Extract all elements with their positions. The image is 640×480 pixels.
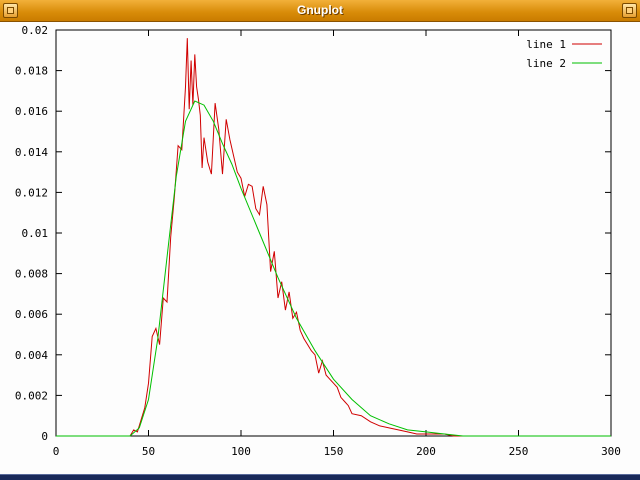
taskbar [0, 474, 640, 480]
y-tick-label: 0.01 [22, 227, 49, 240]
x-axis: 0 50 100 150 200 250 300 [53, 30, 621, 458]
x-tick-label: 0 [53, 445, 60, 458]
y-tick-label: 0.006 [15, 308, 48, 321]
window-titlebar[interactable]: Gnuplot [0, 0, 640, 22]
y-tick-label: 0.02 [22, 24, 49, 37]
legend-label-1: line 1 [526, 38, 566, 51]
legend: line 1 line 2 [526, 38, 602, 70]
y-tick-label: 0.008 [15, 268, 48, 281]
window-title: Gnuplot [297, 3, 343, 17]
x-tick-label: 200 [416, 445, 436, 458]
x-tick-label: 150 [324, 445, 344, 458]
x-tick-label: 50 [142, 445, 155, 458]
y-tick-label: 0.012 [15, 186, 48, 199]
y-tick-label: 0.016 [15, 105, 48, 118]
legend-label-2: line 2 [526, 57, 566, 70]
x-tick-label: 300 [601, 445, 621, 458]
window-menu-button[interactable] [3, 3, 18, 18]
x-tick-label: 250 [509, 445, 529, 458]
window-close-button[interactable] [622, 3, 637, 18]
y-tick-label: 0.004 [15, 349, 48, 362]
plot-area: 0 50 100 150 200 250 300 0 0.002 0.004 0.006 0.008… [0, 22, 640, 474]
series-line-1 [56, 38, 611, 437]
y-tick-label: 0.018 [15, 65, 48, 78]
series-group [56, 38, 611, 437]
series-line-2 [56, 100, 611, 437]
plot-frame [55, 29, 612, 437]
y-tick-label: 0.002 [15, 389, 48, 402]
y-axis: 0 0.002 0.004 0.006 0.008 0.01 0.012 0.014 0.016… [15, 24, 611, 443]
line-chart: 0 50 100 150 200 250 300 0 0.002 0.004 0.006 0.008… [15, 24, 621, 458]
y-tick-label: 0.014 [15, 146, 48, 159]
x-tick-label: 100 [231, 445, 251, 458]
y-tick-label: 0 [41, 430, 48, 443]
